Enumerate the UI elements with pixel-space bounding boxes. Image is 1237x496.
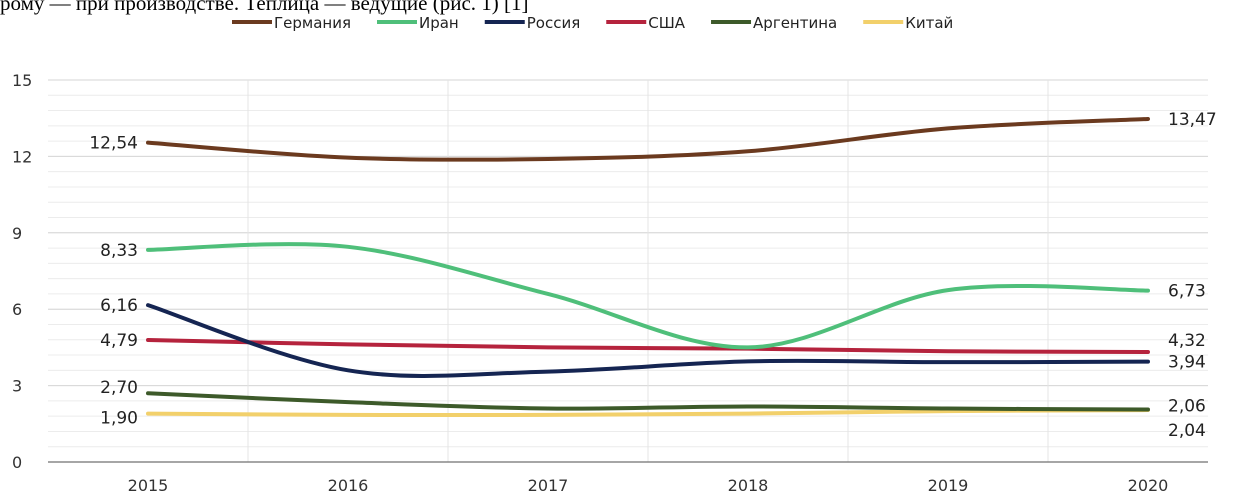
y-tick-label: 0 <box>12 453 22 472</box>
data-label-end: 3,94 <box>1168 353 1206 373</box>
y-tick-label: 6 <box>12 300 22 319</box>
y-tick-label: 12 <box>12 147 32 166</box>
series-line-0 <box>146 116 1150 162</box>
y-tick-label: 3 <box>12 377 22 396</box>
legend-label: Аргентина <box>753 14 837 32</box>
legend-label: Россия <box>527 14 581 32</box>
x-tick-label: 2015 <box>128 476 169 495</box>
legend-label: США <box>648 14 686 32</box>
series-line-3 <box>146 338 1150 354</box>
data-label-end: 2,04 <box>1168 421 1206 441</box>
legend-label: Иран <box>419 14 459 32</box>
series-line-1 <box>146 242 1150 350</box>
legend-label: Китай <box>905 14 953 32</box>
data-label-start: 6,16 <box>100 296 138 316</box>
x-tick-label: 2018 <box>728 476 769 495</box>
x-tick-label: 2016 <box>328 476 369 495</box>
data-label-end: 2,06 <box>1168 397 1206 417</box>
data-label-start: 12,54 <box>89 134 138 154</box>
data-label-end: 6,73 <box>1168 282 1206 302</box>
x-tick-label: 2017 <box>528 476 569 495</box>
data-label-end: 4,32 <box>1168 331 1206 351</box>
series-line-2 <box>146 303 1150 378</box>
data-label-start: 4,79 <box>100 331 138 351</box>
x-tick-label: 2020 <box>1128 476 1169 495</box>
data-label-start: 2,70 <box>100 378 138 398</box>
data-label-end: 13,47 <box>1168 110 1217 130</box>
header-text-fragment: рому — при производстве. Теплица — ведущ… <box>0 0 529 15</box>
series-line-4 <box>146 391 1150 412</box>
y-tick-label: 15 <box>12 71 32 90</box>
y-tick-label: 9 <box>12 224 22 243</box>
x-tick-label: 2019 <box>928 476 969 495</box>
data-label-start: 8,33 <box>100 241 138 261</box>
legend-label: Германия <box>274 14 351 32</box>
series-line-5 <box>146 408 1150 418</box>
data-label-start: 1,90 <box>100 409 138 429</box>
